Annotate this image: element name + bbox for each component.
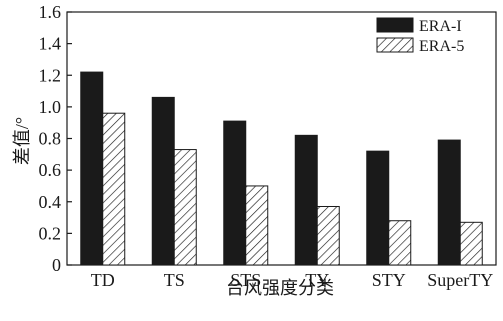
y-axis-title: 差值/° [12,117,32,165]
bar-era-5-td [102,112,126,266]
x-axis-title: 台风强度分类 [226,278,334,298]
bar-era-5-ty [316,205,340,266]
x-axis-ticks: TD TS STS TY STY SuperTY [91,270,494,290]
legend: ERA-I ERA-5 [376,17,464,55]
y-tick-label: 0.2 [39,223,62,243]
x-tick-label: SuperTY [427,270,493,290]
bar-era-5-sty [388,220,412,266]
y-tick-label: 1.4 [39,34,62,54]
y-axis-ticks: 0 0.2 0.4 0.6 0.8 1.0 1.2 1.4 1.6 [39,2,72,275]
y-tick-label: 0 [52,255,61,275]
legend-label-era-5: ERA-5 [419,38,464,55]
y-tick-label: 0.4 [39,192,62,212]
y-tick-label: 1.6 [39,2,62,22]
bars-group [80,71,483,266]
legend-label-era-i: ERA-I [419,18,462,35]
legend-swatch-era-i [376,17,414,33]
bar-era-i-ts [151,96,175,266]
bar-era-i-ty [294,134,318,266]
legend-swatch-era-5 [376,37,414,53]
bar-era-5-ts [173,149,197,266]
y-tick-label: 0.6 [39,160,62,180]
x-tick-label: TS [164,270,185,290]
bar-era-i-sts [223,120,247,266]
x-tick-label: TD [91,270,115,290]
x-tick-label: STS [230,270,261,290]
y-tick-label: 1.0 [39,97,62,117]
x-tick-label: STY [372,270,406,290]
y-tick-label: 1.2 [39,65,62,85]
bar-era-5-superty [459,221,483,266]
bar-era-5-sts [245,185,269,266]
y-tick-label: 0.8 [39,129,62,149]
bar-era-i-sty [366,150,390,266]
x-tick-label: TY [305,270,329,290]
bar-era-i-td [80,71,104,266]
bar-era-i-superty [437,139,461,266]
